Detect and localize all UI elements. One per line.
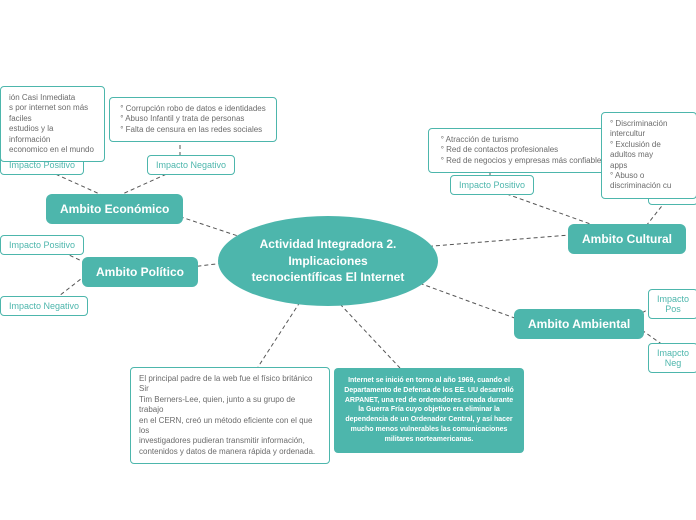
leaf-7: Imapcto Neg <box>648 343 696 373</box>
leaf-4: Impacto Positivo <box>450 175 534 195</box>
history-box: Internet se inició en torno al año 1969,… <box>334 368 524 453</box>
leaf-3: Impacto Negativo <box>0 296 88 316</box>
textbox-0: ión Casi Inmediatas por internet son más… <box>0 86 105 162</box>
leaf-1: Impacto Negativo <box>147 155 235 175</box>
central-node: Actividad Integradora 2.Implicacionestec… <box>218 216 438 306</box>
leaf-2: Impacto Positivo <box>0 235 84 255</box>
leaf-6: Impacto Pos <box>648 289 696 319</box>
branch-economico: Ambito Económico <box>46 194 183 224</box>
branch-ambiental: Ambito Ambiental <box>514 309 644 339</box>
textbox-2: ° Atracción de turismo° Red de contactos… <box>428 128 618 173</box>
branch-cultural: Ambito Cultural <box>568 224 686 254</box>
textbox-4: El principal padre de la web fue el físi… <box>130 367 330 464</box>
branch-politico: Ambito Político <box>82 257 198 287</box>
textbox-1: ° Corrupción robo de datos e identidades… <box>109 97 277 142</box>
textbox-3: ° Discriminación intercultur° Exclusión … <box>601 112 696 199</box>
